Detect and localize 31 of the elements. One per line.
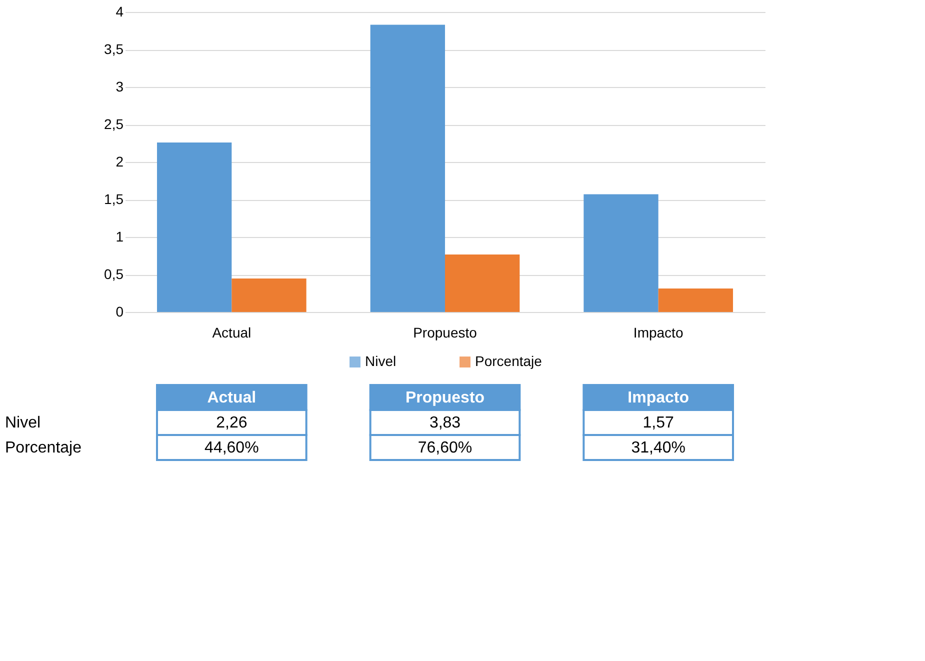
data-label: 1,57: [642, 414, 674, 432]
data-label: 31,40%: [631, 440, 686, 456]
y-tick-label: 1: [116, 228, 124, 244]
category-label: Actual: [207, 390, 256, 406]
y-tick-label: 2: [116, 154, 124, 170]
text: Porcentaje: [5, 440, 82, 456]
x-tick-label: Propuesto: [413, 324, 478, 340]
y-tick-label: 2,5: [104, 116, 124, 132]
y-tick-label: 3,5: [104, 41, 124, 57]
y-tick-label: 3: [116, 78, 124, 94]
legend-label: Nivel: [365, 353, 396, 369]
data-label: 44,60%: [204, 440, 259, 456]
y-tick-label: 1,5: [104, 191, 124, 207]
category-label: Propuesto: [405, 390, 485, 406]
bar: [584, 194, 658, 312]
x-tick-label: Impacto: [633, 324, 684, 340]
bar: [658, 288, 733, 312]
x-tick-label: Actual: [212, 324, 252, 340]
text: Nivel: [5, 414, 41, 432]
y-tick-label: 0,5: [104, 266, 124, 282]
category-label: Impacto: [628, 390, 690, 406]
bar: [157, 142, 232, 312]
data-label: 76,60%: [418, 440, 472, 456]
bar: [445, 254, 520, 312]
legend-label: Porcentaje: [475, 353, 542, 369]
bar: [370, 24, 445, 312]
y-tick-label: 4: [116, 4, 124, 20]
y-tick-label: 0: [116, 304, 124, 320]
bar: [232, 278, 306, 312]
data-label: 2,26: [216, 414, 248, 432]
data-label: 3,83: [429, 414, 461, 432]
